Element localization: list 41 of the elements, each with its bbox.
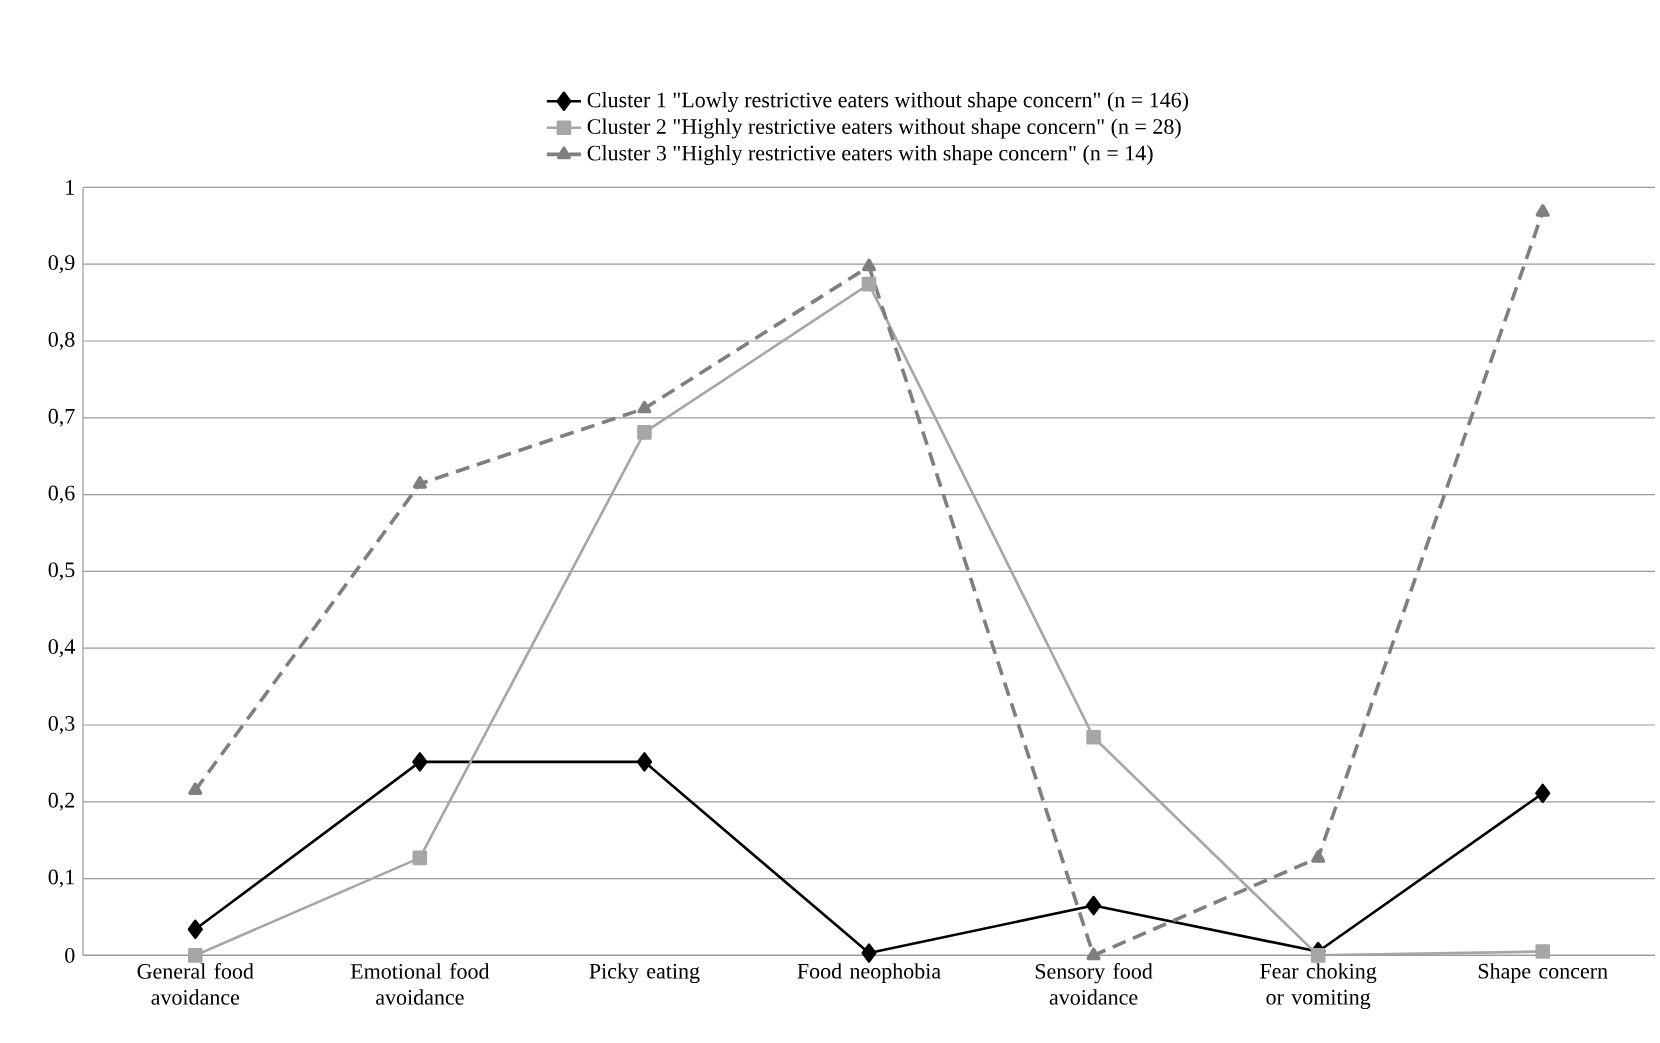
legend-label: Cluster 3 "Highly restrictive eaters with shape concern" (n = 14) xyxy=(587,145,1153,166)
y-tick-label: 0,4 xyxy=(48,639,75,658)
legend-label: Cluster 2 "Highly restrictive eaters without shape concern" (n = 28) xyxy=(587,118,1181,139)
x-tick-label: Shape concern xyxy=(1478,963,1608,984)
point xyxy=(1086,729,1101,745)
x-tick-label: Fear choking or vomiting xyxy=(1260,963,1377,1010)
y-tick-label: 0,2 xyxy=(48,792,75,811)
point xyxy=(1535,944,1551,959)
point xyxy=(187,919,203,939)
x-tick-label: Sensory food avoidance xyxy=(1035,963,1153,1005)
point xyxy=(1310,948,1326,963)
point xyxy=(637,425,652,440)
point xyxy=(636,752,653,772)
point xyxy=(1311,850,1326,863)
point xyxy=(861,276,877,292)
legend-label: Cluster 1 "Lowly restrictive eaters without shape concern" (n = 146) xyxy=(587,91,1189,112)
y-tick-label: 0,3 xyxy=(48,715,75,734)
y-tick-label: 0,7 xyxy=(48,408,75,427)
y-tick-label: 0,6 xyxy=(48,485,75,504)
point xyxy=(1086,947,1101,961)
point xyxy=(412,476,427,489)
y-tick-label: 0,9 xyxy=(48,255,75,274)
point xyxy=(188,782,203,796)
point xyxy=(637,400,652,414)
y-tick-label: 0,8 xyxy=(48,331,75,350)
point xyxy=(1535,204,1550,217)
y-tick-label: 1 xyxy=(66,180,74,195)
y-tick-label: 0 xyxy=(65,947,75,963)
point xyxy=(1535,783,1551,804)
point xyxy=(412,752,428,772)
point xyxy=(187,948,203,963)
point xyxy=(862,258,876,272)
x-tick-label: Emotional food avoidance xyxy=(350,963,490,1005)
y-tick-label: 0,1 xyxy=(48,869,74,888)
point xyxy=(861,943,877,963)
x-tick-label: Food neophobia xyxy=(797,963,941,984)
point xyxy=(412,850,428,866)
point xyxy=(1085,895,1102,916)
x-tick-label: Picky eating xyxy=(589,963,700,984)
x-tick-label: General food avoidance xyxy=(137,963,254,1005)
y-tick-label: 0,5 xyxy=(48,562,75,581)
